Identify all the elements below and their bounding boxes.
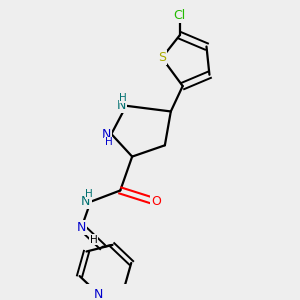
Text: N: N [81, 195, 91, 208]
Text: Cl: Cl [174, 9, 186, 22]
Text: N: N [117, 99, 126, 112]
Text: H: H [90, 235, 98, 245]
Text: H: H [85, 189, 93, 199]
Text: H: H [119, 93, 127, 103]
Text: S: S [158, 51, 166, 64]
Text: H: H [104, 137, 112, 147]
Text: O: O [151, 195, 161, 208]
Text: N: N [94, 287, 103, 300]
Text: N: N [77, 220, 86, 234]
Text: N: N [102, 128, 111, 140]
